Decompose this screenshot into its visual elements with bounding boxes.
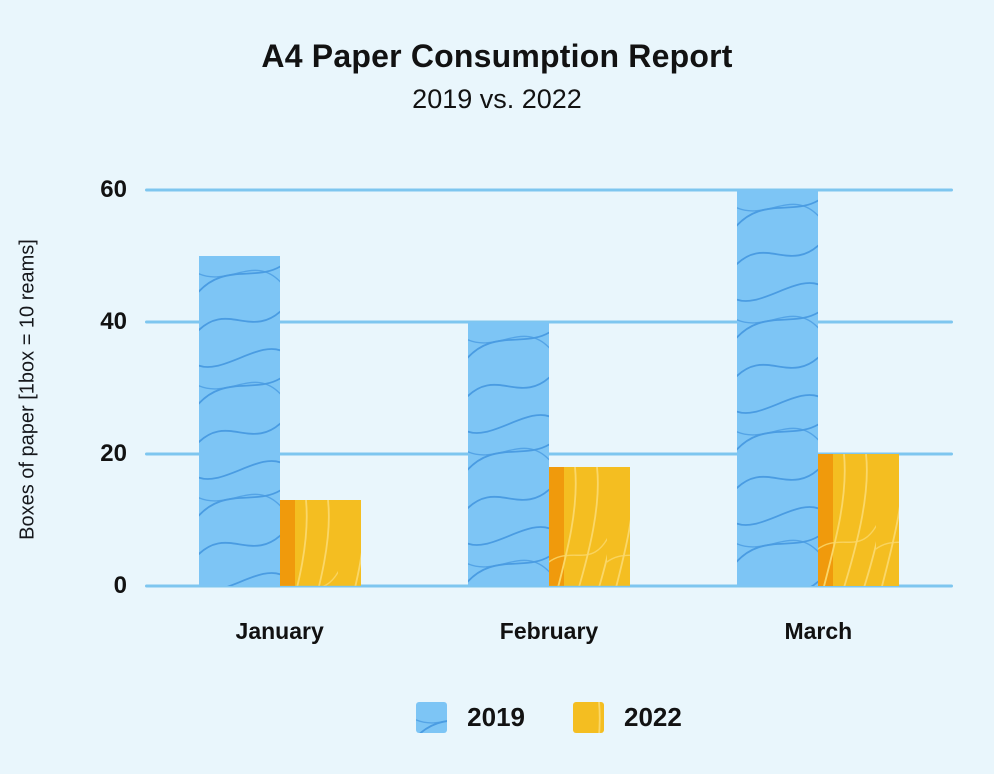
y-tick-0: 0 <box>113 572 127 599</box>
gridline-40 <box>145 320 953 324</box>
bar-2022-march <box>818 454 900 586</box>
gridline-20 <box>145 452 953 456</box>
bar-2019-february <box>467 322 549 586</box>
y-tick-20: 20 <box>100 440 127 468</box>
gridline-60 <box>145 188 953 192</box>
legend-item-2022: 2022 <box>573 702 682 733</box>
legend-label-2022: 2022 <box>624 702 682 732</box>
bar-group-march <box>684 190 953 586</box>
chart-subtitle: 2019 vs. 2022 <box>412 84 582 114</box>
bar-2022-february <box>548 467 630 586</box>
bar-2022-january <box>279 500 361 586</box>
x-label-march: March <box>784 618 853 644</box>
legend: 2019 2022 <box>145 702 953 733</box>
legend-swatch-2022 <box>573 702 604 733</box>
y-tick-40: 40 <box>100 308 127 336</box>
legend-label-2019: 2019 <box>467 702 525 732</box>
legend-swatch-2019 <box>416 702 448 733</box>
bar-2019-january <box>198 256 280 586</box>
bar-group-february <box>414 190 683 586</box>
bar-group-january <box>145 190 414 586</box>
y-tick-60: 60 <box>100 176 127 203</box>
legend-item-2019: 2019 <box>416 702 525 733</box>
plot-area <box>145 188 953 588</box>
x-axis-labels: January February March <box>145 618 953 645</box>
gridline-0 <box>145 584 953 588</box>
bar-2019-march <box>737 190 819 586</box>
x-label-february: February <box>499 618 599 644</box>
x-label-january: January <box>235 618 324 644</box>
chart-title: A4 Paper Consumption Report <box>261 38 733 74</box>
y-axis-ticks: 0 20 40 60 <box>0 176 127 599</box>
